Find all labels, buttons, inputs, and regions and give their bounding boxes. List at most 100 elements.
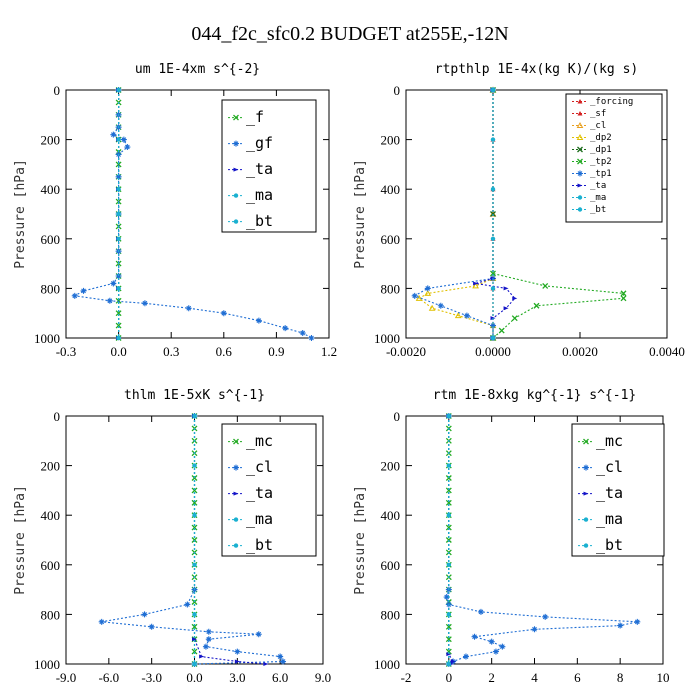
data-point [185, 305, 192, 312]
series-line [418, 90, 494, 338]
x-tick-label: 0.0 [110, 344, 126, 359]
data-point [191, 487, 198, 494]
data-point [620, 295, 627, 302]
x-tick-label: 0.6 [216, 344, 233, 359]
x-tick-label: 6.0 [272, 670, 288, 685]
legend-label: _bt [590, 205, 606, 215]
legend-marker [583, 491, 589, 496]
y-tick-label: 800 [41, 607, 61, 622]
legend-marker [233, 114, 239, 121]
data-point [477, 608, 484, 615]
data-point [148, 623, 155, 630]
legend-label: _forcing [590, 97, 633, 107]
series-cl [98, 413, 287, 667]
data-point [462, 653, 469, 660]
x-tick-label: 10 [657, 670, 670, 685]
y-tick-label: 0 [394, 83, 401, 98]
data-point [191, 524, 198, 531]
legend-label: _bt [246, 536, 273, 554]
data-point [191, 623, 198, 630]
data-point [184, 601, 191, 608]
y-tick-label: 200 [381, 133, 401, 148]
data-point [512, 296, 518, 301]
legend-marker [233, 543, 239, 548]
legend-label: _bt [596, 536, 623, 554]
legend-label: _ta [246, 160, 273, 178]
legend-marker [577, 183, 583, 188]
data-point [450, 659, 456, 664]
legend: _forcing _sf _cl _dp2 _dp1 _tp2 _tp1 _ta _ma _bt [565, 93, 663, 223]
y-tick-label: 0 [54, 409, 61, 424]
panel-title: thlm 1E-5xK s^{-1} [124, 388, 265, 403]
y-tick-label: 600 [41, 558, 61, 573]
data-point [437, 302, 444, 309]
legend-marker [233, 219, 239, 224]
data-point [199, 654, 205, 659]
x-tick-label: 0.0020 [562, 344, 598, 359]
y-tick-label: 400 [381, 182, 401, 197]
data-point [116, 286, 121, 291]
data-point [115, 297, 122, 304]
legend-box [221, 99, 317, 233]
y-tick-label: 0 [394, 409, 401, 424]
panel-title: um 1E-4xm s^{-2} [135, 62, 260, 77]
y-tick-label: 400 [41, 182, 61, 197]
legend-label: _f [246, 108, 264, 126]
data-point [234, 648, 241, 655]
legend-marker [577, 158, 583, 165]
data-point [205, 628, 212, 635]
data-point [498, 327, 505, 334]
legend-marker [583, 517, 589, 522]
panel-1: um 1E-4xm s^{-2} Pressure [hPa] 0 200 400 600… [13, 62, 337, 359]
panel-2: rtpthlp 1E-4x(kg K)/(kg s) Pressure [hPa]… [353, 62, 685, 359]
data-point [490, 187, 496, 192]
x-tick-label: 3.0 [229, 670, 245, 685]
legend-marker [233, 167, 239, 172]
data-point [490, 335, 496, 341]
data-point [192, 637, 197, 642]
legend-marker [577, 170, 583, 177]
data-point [411, 292, 418, 299]
series-line [413, 90, 494, 338]
y-tick-label: 600 [381, 232, 401, 247]
plot-frame [65, 89, 330, 339]
x-tick-label: -0.0020 [386, 344, 426, 359]
legend-label: _dp1 [590, 145, 612, 155]
y-tick-label: 1000 [374, 331, 400, 346]
x-tick-label: -3.0 [141, 670, 162, 685]
legend-label: _bt [246, 212, 273, 230]
data-point [415, 294, 423, 301]
data-point [443, 594, 450, 601]
data-point [620, 290, 627, 297]
panel-title: rtpthlp 1E-4x(kg K)/(kg s) [435, 62, 639, 77]
data-point [446, 562, 452, 567]
x-tick-label: -2 [401, 670, 412, 685]
data-point [115, 173, 122, 180]
y-tick-label: 200 [381, 459, 401, 474]
data-point [71, 292, 78, 299]
legend-marker [577, 111, 583, 116]
legend-marker [576, 121, 584, 128]
legend-label: _tp2 [590, 157, 612, 167]
legend: _f _gf _ta _ma _bt [221, 99, 317, 233]
data-point [511, 315, 518, 322]
legend-label: _tp1 [590, 169, 612, 179]
figure-title: 044_f2c_sfc0.2 BUDGET at255E,-12N [191, 23, 508, 45]
data-point [98, 618, 105, 625]
data-point [192, 513, 197, 518]
data-point [446, 652, 452, 657]
y-tick-label: 200 [41, 133, 61, 148]
data-point [473, 281, 479, 286]
x-tick-label: 0.9 [268, 344, 284, 359]
x-tick-label: -6.0 [99, 670, 120, 685]
legend-label: _ma [246, 510, 273, 528]
data-point [192, 612, 197, 617]
y-tick-label: 800 [41, 281, 61, 296]
y-axis-label: Pressure [hPa] [13, 485, 28, 595]
data-point [299, 330, 306, 337]
panel-4: rtm 1E-8xkg kg^{-1} s^{-1} Pressure [hPa]… [353, 388, 670, 685]
data-point [446, 513, 452, 518]
legend-marker [583, 438, 589, 445]
series-ta [473, 88, 518, 340]
y-axis-label: Pressure [hPa] [353, 159, 368, 269]
